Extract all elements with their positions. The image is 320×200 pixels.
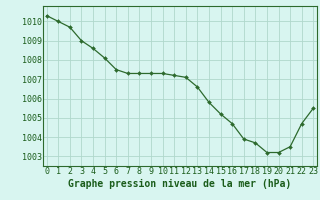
X-axis label: Graphe pression niveau de la mer (hPa): Graphe pression niveau de la mer (hPa) (68, 179, 292, 189)
